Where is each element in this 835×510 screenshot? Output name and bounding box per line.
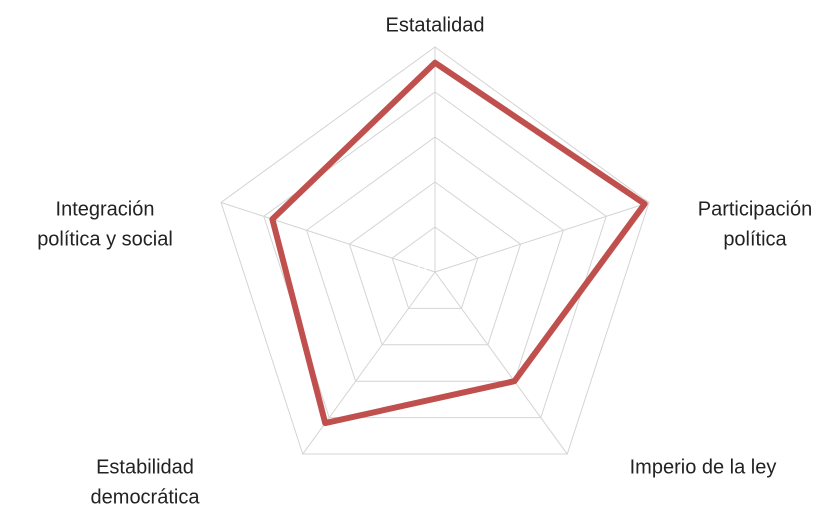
y-tick-label: 0 [417, 261, 427, 281]
axis-label: Imperio de la ley [630, 456, 777, 478]
grid-ring [391, 226, 479, 309]
axis-spoke [434, 271, 568, 455]
axis-spoke [302, 271, 436, 455]
axis-label: política [723, 228, 787, 250]
grid-ring [220, 46, 650, 455]
y-tick-label: 2 [417, 216, 427, 236]
axis-label: Participación [698, 198, 813, 220]
axis-label: Integración [56, 198, 155, 220]
grid-ring [263, 91, 607, 419]
axis-label: Estabilidad [96, 456, 194, 478]
axis-label: Estatalidad [386, 14, 485, 36]
axis-spoke [434, 201, 650, 273]
y-tick-label: 8 [417, 81, 427, 101]
y-tick-label: 4 [417, 171, 427, 191]
axis-label: democrática [91, 486, 201, 508]
grid-ring [306, 136, 564, 382]
y-tick-label: 10 [407, 36, 427, 56]
axis-label: política y social [37, 228, 173, 250]
grid-ring [348, 181, 522, 346]
radar-line [269, 59, 648, 427]
axis-spoke [220, 201, 436, 273]
y-tick-label: 6 [417, 126, 427, 146]
